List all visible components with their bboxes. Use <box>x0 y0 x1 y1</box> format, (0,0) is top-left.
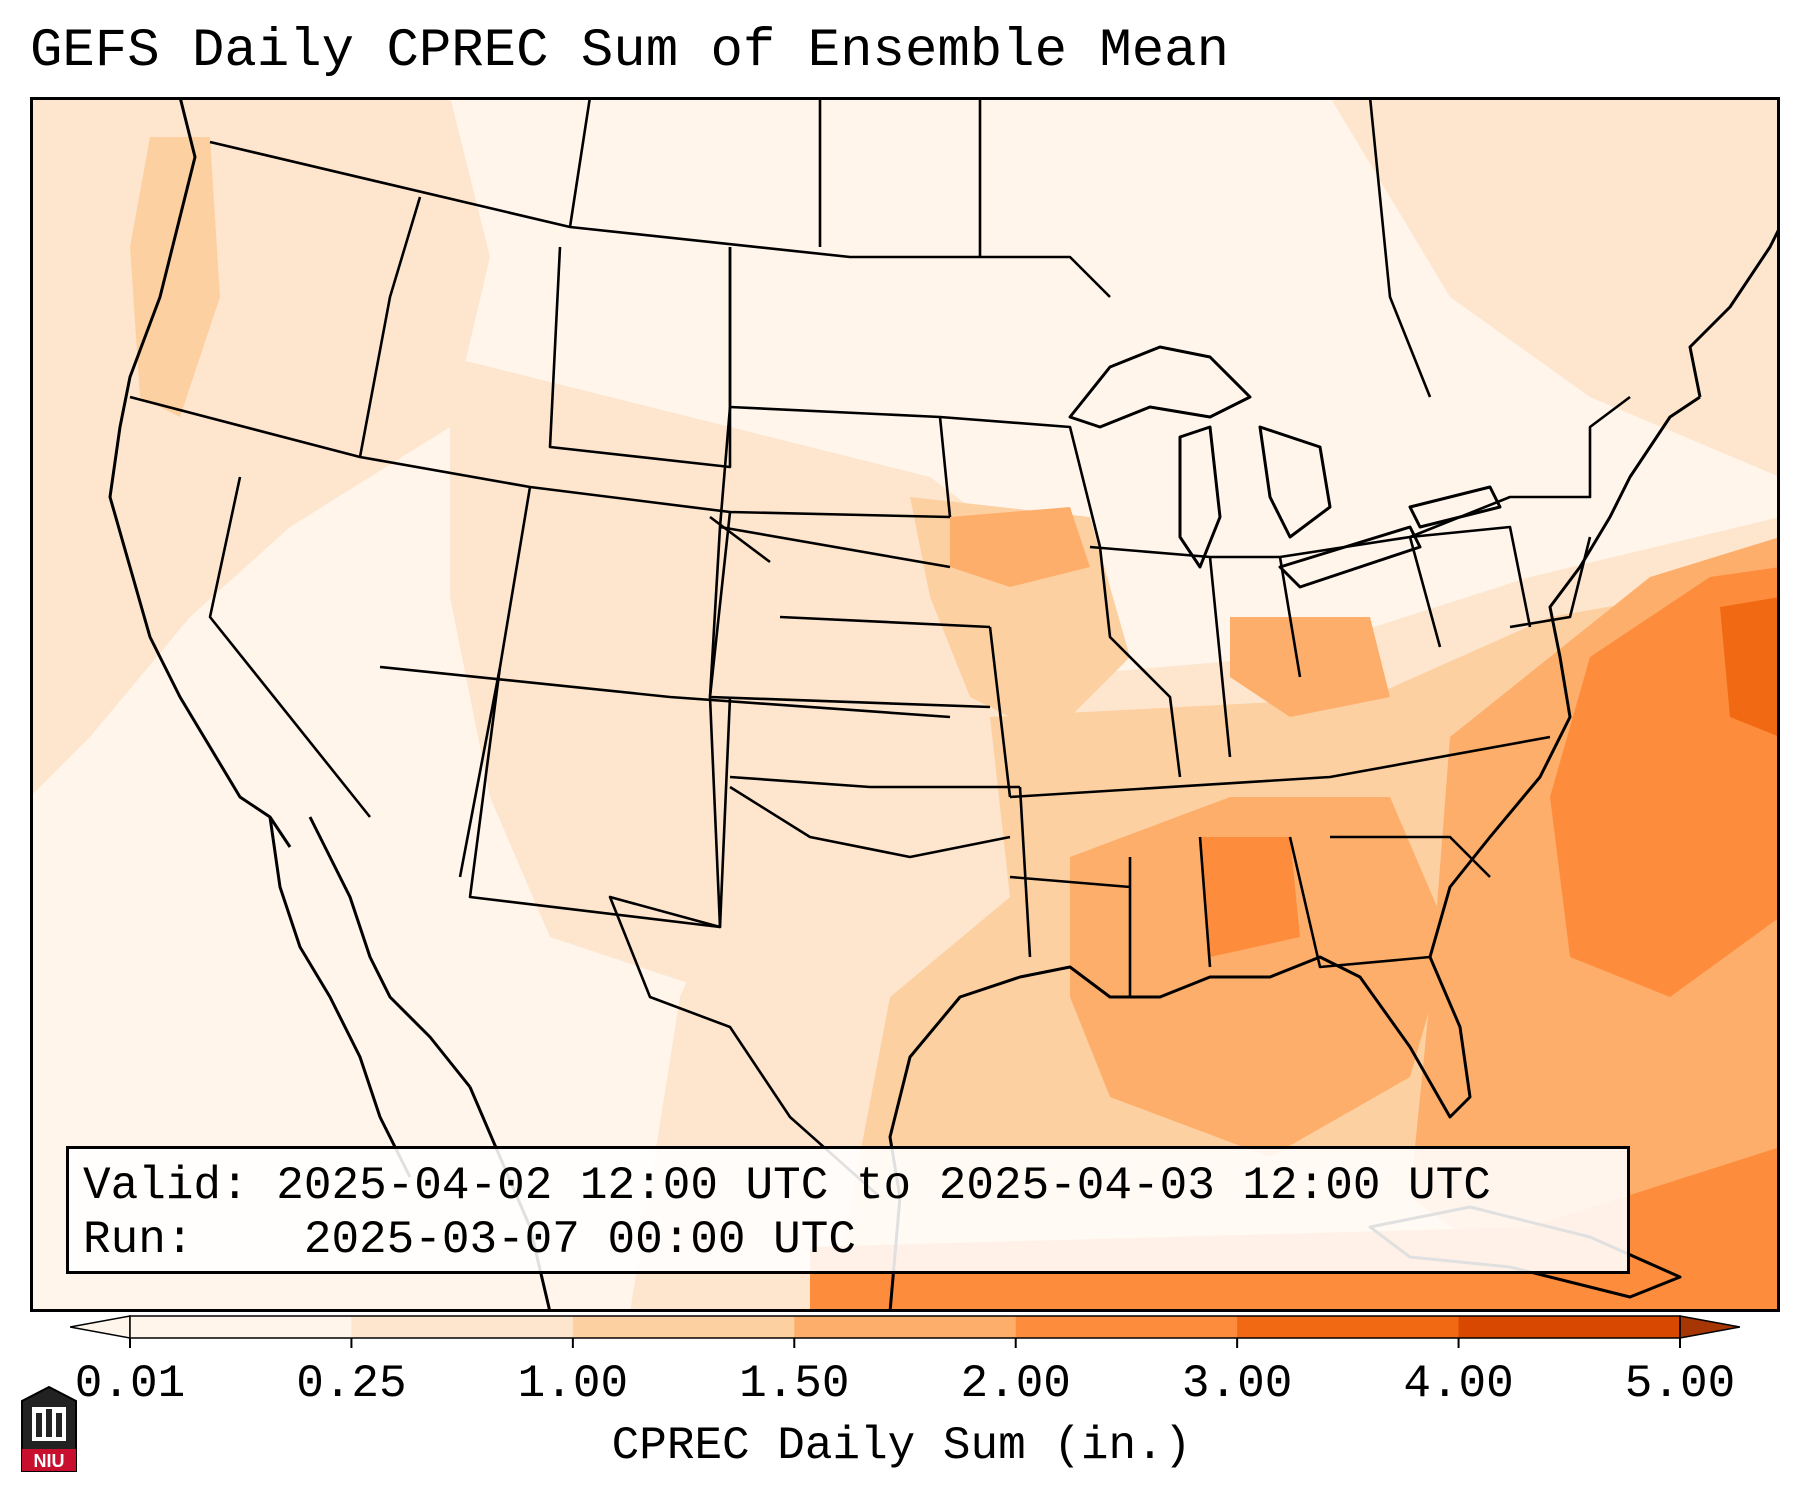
gulf-coast <box>888 955 1472 1198</box>
shading-kentucky <box>1230 617 1390 717</box>
us-west-coast <box>108 97 292 848</box>
valid-value: 2025-04-02 12:00 UTC to 2025-04-03 12:00… <box>276 1160 1491 1212</box>
shading-ne <box>1330 97 1780 477</box>
south-states <box>1009 735 1551 997</box>
valid-row: Valid: 2025-04-02 12:00 UTC to 2025-04-0… <box>83 1159 1613 1213</box>
shading-alabama <box>1200 837 1300 957</box>
colorbar-tick-label: 1.00 <box>517 1358 629 1410</box>
colorbar-tick-label: 2.00 <box>960 1358 1071 1410</box>
shading-atlantic-core <box>1550 567 1780 997</box>
colorbar-segment <box>794 1316 1017 1338</box>
great-lakes-erie <box>1278 525 1422 589</box>
texas-border <box>608 696 1011 1198</box>
run-row: Run: 2025-03-07 00:00 UTC <box>83 1213 1613 1267</box>
colorbar-segment <box>1015 1316 1238 1338</box>
colorbar-tick-label: 3.00 <box>1181 1358 1293 1410</box>
canada-east <box>1688 226 1780 398</box>
colorbar-tick-label: 4.00 <box>1403 1358 1514 1410</box>
shading-pnw <box>130 137 220 417</box>
valid-run-info-box: Valid: 2025-04-02 12:00 UTC to 2025-04-0… <box>66 1146 1630 1274</box>
us-canada-border <box>209 140 1111 298</box>
valid-label: Valid: <box>83 1160 249 1212</box>
colorbar-segment <box>130 1316 352 1338</box>
canada-province-lines <box>568 97 1432 398</box>
great-lakes-ontario <box>1408 485 1502 529</box>
logo-text: NIU <box>34 1451 65 1471</box>
run-label: Run: <box>83 1214 194 1266</box>
colorbar-frame <box>129 1315 1681 1339</box>
shading-max <box>1720 597 1780 737</box>
colorbar-segment <box>1237 1316 1460 1338</box>
niu-logo: NIU <box>21 1385 77 1472</box>
gulf-of-california <box>308 816 472 1088</box>
colorbar-segment <box>1458 1316 1681 1338</box>
run-value: 2025-03-07 00:00 UTC <box>303 1214 856 1266</box>
west-states <box>129 196 951 929</box>
colorbar-extend-high <box>1679 1315 1740 1339</box>
state-boundaries <box>129 97 1631 1198</box>
colorbar-label: CPREC Daily Sum (in.) <box>611 1420 1192 1472</box>
colorbar-tick-label: 5.00 <box>1624 1358 1736 1410</box>
map-title: GEFS Daily CPREC Sum of Ensemble Mean <box>30 21 1229 82</box>
colorbar <box>70 1315 1740 1348</box>
atlantic-coast <box>1428 395 1701 958</box>
colorbar-tick-label: 1.50 <box>739 1358 850 1410</box>
midwest-states <box>939 415 1532 778</box>
baja-coast <box>268 816 412 1178</box>
colorbar-tick-label: 0.01 <box>74 1358 186 1410</box>
colorbar-extend-low <box>70 1315 131 1339</box>
precipitation-map <box>30 97 1780 1312</box>
great-lakes-superior <box>1068 345 1252 429</box>
shading-iowa <box>950 507 1090 587</box>
great-lakes-michigan <box>1178 425 1222 569</box>
colorbar-tick-label: 0.25 <box>296 1358 407 1410</box>
map-frame <box>30 97 1780 1312</box>
great-lakes-huron <box>1258 425 1332 539</box>
colorbar-segment <box>351 1316 574 1338</box>
colorbar-segment <box>572 1316 795 1338</box>
northeast-states <box>1409 395 1631 629</box>
